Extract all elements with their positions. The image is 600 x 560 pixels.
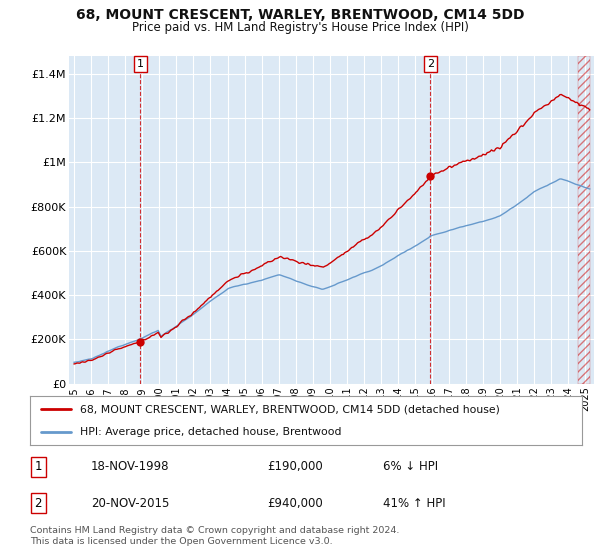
Text: £940,000: £940,000 bbox=[268, 497, 323, 510]
Text: 6% ↓ HPI: 6% ↓ HPI bbox=[383, 460, 439, 473]
Text: HPI: Average price, detached house, Brentwood: HPI: Average price, detached house, Bren… bbox=[80, 427, 341, 437]
Text: 2: 2 bbox=[427, 59, 434, 69]
Text: Contains HM Land Registry data © Crown copyright and database right 2024.
This d: Contains HM Land Registry data © Crown c… bbox=[30, 526, 400, 546]
Text: 68, MOUNT CRESCENT, WARLEY, BRENTWOOD, CM14 5DD: 68, MOUNT CRESCENT, WARLEY, BRENTWOOD, C… bbox=[76, 8, 524, 22]
Text: 41% ↑ HPI: 41% ↑ HPI bbox=[383, 497, 446, 510]
Text: 2: 2 bbox=[35, 497, 42, 510]
Text: 18-NOV-1998: 18-NOV-1998 bbox=[91, 460, 169, 473]
Text: £190,000: £190,000 bbox=[268, 460, 323, 473]
Text: 20-NOV-2015: 20-NOV-2015 bbox=[91, 497, 169, 510]
Text: 1: 1 bbox=[137, 59, 144, 69]
Text: 68, MOUNT CRESCENT, WARLEY, BRENTWOOD, CM14 5DD (detached house): 68, MOUNT CRESCENT, WARLEY, BRENTWOOD, C… bbox=[80, 404, 500, 414]
Text: 1: 1 bbox=[35, 460, 42, 473]
Text: Price paid vs. HM Land Registry's House Price Index (HPI): Price paid vs. HM Land Registry's House … bbox=[131, 21, 469, 34]
